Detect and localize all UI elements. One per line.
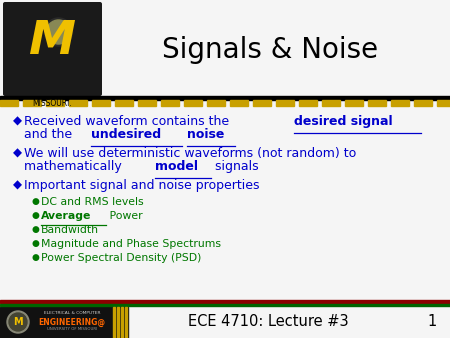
Text: and the: and the xyxy=(24,128,76,141)
Bar xyxy=(115,100,133,106)
Bar xyxy=(414,100,432,106)
Text: ●: ● xyxy=(32,253,40,262)
Text: UNIVERSITY OF MISSOURI: UNIVERSITY OF MISSOURI xyxy=(47,327,97,331)
Bar xyxy=(117,307,119,338)
Bar xyxy=(437,100,450,106)
Circle shape xyxy=(46,20,71,44)
Text: Signals & Noise: Signals & Noise xyxy=(162,36,378,64)
Text: ●: ● xyxy=(32,211,40,220)
Circle shape xyxy=(9,313,27,331)
Bar xyxy=(184,100,202,106)
Bar xyxy=(276,100,294,106)
Bar xyxy=(69,100,87,106)
Bar xyxy=(46,100,64,106)
Bar xyxy=(125,307,127,338)
Text: noise: noise xyxy=(187,128,224,141)
Bar xyxy=(113,307,115,338)
Text: ●: ● xyxy=(32,239,40,248)
Bar xyxy=(0,307,128,338)
Text: ●: ● xyxy=(32,225,40,234)
Text: Average: Average xyxy=(41,211,91,221)
Text: Power: Power xyxy=(106,211,143,221)
Bar xyxy=(253,100,271,106)
Bar xyxy=(23,100,41,106)
Text: desired signal: desired signal xyxy=(294,115,392,128)
Text: ◆: ◆ xyxy=(13,179,22,192)
Bar xyxy=(161,100,179,106)
Text: Received waveform contains the: Received waveform contains the xyxy=(24,115,233,128)
Bar xyxy=(299,100,317,106)
Bar xyxy=(0,100,18,106)
Text: ENGINEERING@: ENGINEERING@ xyxy=(39,317,105,327)
Bar xyxy=(92,100,110,106)
Bar xyxy=(322,100,340,106)
Text: M: M xyxy=(13,317,23,327)
Bar xyxy=(207,100,225,106)
Text: Power Spectral Density (PSD): Power Spectral Density (PSD) xyxy=(41,253,202,263)
Text: We will use deterministic waveforms (not random) to: We will use deterministic waveforms (not… xyxy=(24,147,356,160)
Bar xyxy=(138,100,156,106)
Text: ◆: ◆ xyxy=(13,147,22,160)
Bar xyxy=(0,96,450,100)
Text: ◆: ◆ xyxy=(13,115,22,128)
Bar xyxy=(345,100,363,106)
Text: ECE 4710: Lecture #3: ECE 4710: Lecture #3 xyxy=(188,314,348,329)
Text: ELECTRICAL & COMPUTER: ELECTRICAL & COMPUTER xyxy=(44,311,100,315)
Text: Magnitude and Phase Spectrums: Magnitude and Phase Spectrums xyxy=(41,239,221,249)
Text: model: model xyxy=(155,160,198,173)
Text: ●: ● xyxy=(32,197,40,206)
Text: signals: signals xyxy=(211,160,258,173)
Text: DC and RMS levels: DC and RMS levels xyxy=(41,197,144,207)
Text: M: M xyxy=(29,20,76,65)
Circle shape xyxy=(45,18,72,46)
Bar xyxy=(230,100,248,106)
Bar xyxy=(368,100,386,106)
Text: Bandwidth: Bandwidth xyxy=(41,225,99,235)
Bar xyxy=(391,100,409,106)
FancyBboxPatch shape xyxy=(3,2,102,96)
Bar xyxy=(0,300,450,303)
Text: Important signal and noise properties: Important signal and noise properties xyxy=(24,179,260,192)
Text: mathematically: mathematically xyxy=(24,160,126,173)
Text: 1: 1 xyxy=(428,314,436,329)
Bar xyxy=(121,307,123,338)
Bar xyxy=(0,304,450,306)
Text: undesired: undesired xyxy=(91,128,162,141)
Text: MISSOURI.: MISSOURI. xyxy=(32,99,72,108)
Circle shape xyxy=(7,311,29,333)
